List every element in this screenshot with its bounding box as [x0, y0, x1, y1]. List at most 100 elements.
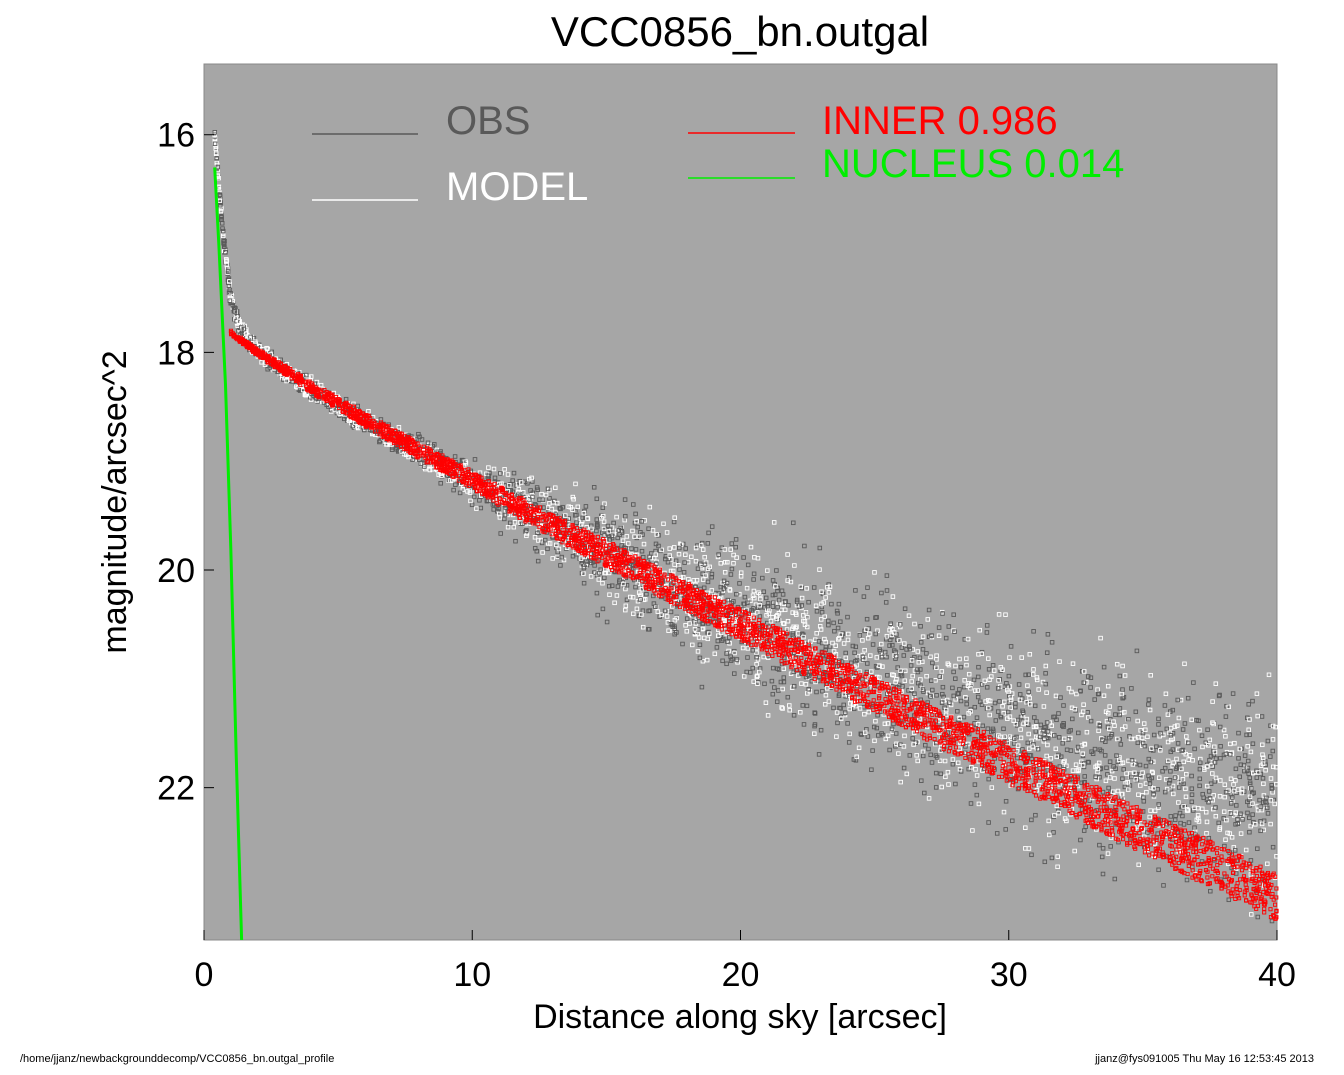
model-point [634, 518, 639, 524]
obs-point [1088, 685, 1093, 690]
model-point [1094, 776, 1099, 782]
obs-point [389, 447, 395, 452]
model-point [1048, 756, 1054, 761]
obs-point [940, 684, 946, 690]
obs-point [1061, 722, 1066, 728]
model-point [1222, 782, 1228, 787]
model-point [1107, 704, 1112, 709]
obs-point [1192, 746, 1197, 752]
obs-point [864, 616, 870, 622]
model-point [1145, 734, 1150, 740]
obs-point [1244, 732, 1249, 738]
obs-point [1032, 703, 1038, 709]
model-point [754, 610, 760, 615]
obs-point [852, 650, 857, 656]
model-point [220, 231, 226, 236]
model-point [1130, 762, 1136, 767]
model-point [1246, 727, 1251, 733]
model-point [803, 609, 809, 615]
model-point [1120, 663, 1125, 669]
obs-point [1056, 735, 1062, 740]
model-point [910, 647, 916, 652]
obs-point [1044, 650, 1050, 655]
model-point [1105, 683, 1111, 689]
model-point [1211, 793, 1216, 798]
model-point [703, 573, 708, 578]
obs-point [877, 647, 882, 652]
obs-point [1106, 785, 1111, 791]
model-point [641, 541, 647, 547]
obs-point [781, 675, 787, 680]
model-point [630, 528, 635, 534]
model-point [1064, 763, 1069, 769]
obs-point [890, 642, 895, 648]
obs-point [876, 733, 881, 738]
model-point [977, 627, 982, 633]
model-point [1200, 744, 1205, 750]
model-point [1248, 749, 1254, 755]
model-point [1200, 806, 1205, 812]
obs-point [651, 593, 656, 599]
obs-point [993, 718, 999, 723]
obs-point [826, 618, 831, 624]
model-point [639, 586, 645, 592]
obs-point [812, 710, 817, 715]
model-point [687, 621, 692, 626]
model-point [825, 585, 830, 590]
model-point [813, 603, 819, 609]
model-point [699, 543, 704, 548]
obs-point [1208, 753, 1214, 759]
obs-point [835, 611, 840, 616]
model-point [1223, 734, 1228, 739]
model-point [902, 678, 908, 683]
obs-point [934, 693, 939, 698]
obs-point [1107, 759, 1113, 764]
obs-point [1120, 687, 1125, 692]
obs-point [946, 624, 952, 629]
obs-point [902, 606, 908, 611]
obs-point [640, 554, 646, 560]
obs-point [471, 494, 477, 500]
obs-point [1189, 792, 1195, 797]
model-point [547, 501, 552, 506]
obs-point [1197, 783, 1202, 789]
obs-point [1064, 747, 1070, 753]
obs-point [600, 606, 606, 612]
model-point [974, 773, 980, 778]
obs-point [377, 438, 383, 444]
model-point [1221, 727, 1227, 733]
obs-point [1168, 769, 1173, 774]
obs-point [845, 721, 850, 726]
model-point [1044, 690, 1049, 695]
obs-point [1112, 876, 1118, 882]
model-point [731, 552, 736, 558]
obs-point [1083, 824, 1088, 829]
model-point [991, 668, 997, 673]
obs-point [932, 664, 938, 670]
obs-point [457, 490, 463, 496]
obs-point [1020, 708, 1025, 714]
model-point [1152, 808, 1158, 814]
obs-point [928, 694, 933, 699]
obs-point [1085, 674, 1091, 679]
model-point [982, 678, 988, 684]
model-point [1213, 775, 1219, 781]
model-point [1054, 803, 1060, 809]
obs-point [594, 528, 599, 534]
obs-point [933, 770, 939, 776]
model-point [1237, 746, 1243, 752]
model-point [683, 552, 688, 557]
model-point [588, 574, 594, 579]
obs-point [1104, 765, 1109, 771]
obs-point [883, 600, 889, 605]
obs-point [1151, 732, 1157, 738]
model-point [873, 718, 878, 724]
obs-point [936, 625, 942, 630]
model-point [1260, 752, 1265, 757]
obs-point [1156, 802, 1161, 807]
model-point [1057, 659, 1062, 664]
obs-point [974, 792, 980, 798]
obs-point [1164, 726, 1170, 732]
model-point [987, 712, 992, 718]
